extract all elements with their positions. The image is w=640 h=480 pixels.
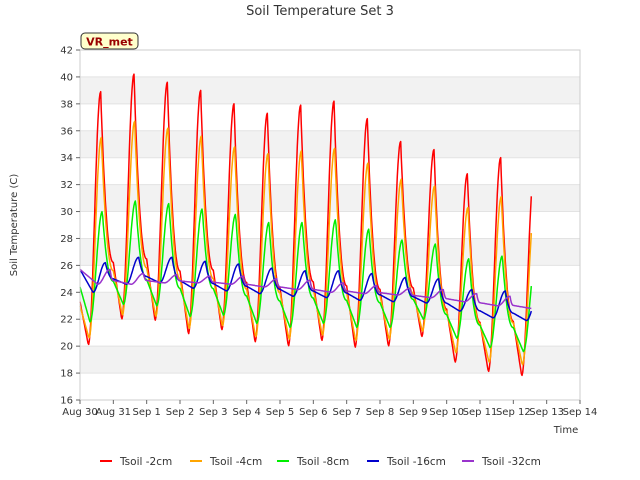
x-tick-label: Aug 30 (62, 407, 97, 418)
legend-label: Tsoil -2cm (119, 456, 172, 468)
legend: Tsoil -2cm Tsoil -4cm Tsoil -8cm Tsoil -16c… (100, 456, 541, 468)
chart-title: Soil Temperature Set 3 (246, 4, 394, 19)
x-tick-label: Sep 5 (266, 407, 294, 418)
y-tick-label: 34 (60, 153, 73, 164)
x-tick-label: Aug 31 (96, 407, 131, 418)
x-tick-label: Sep 12 (496, 407, 531, 418)
y-tick-label: 22 (60, 315, 73, 326)
x-tick-label: Sep 8 (366, 407, 394, 418)
legend-item: Tsoil -32cm (462, 456, 541, 468)
series-line-tsoil--4cm (79, 120, 533, 366)
y-tick-label: 16 (60, 396, 73, 407)
legend-label: Tsoil -8cm (296, 456, 349, 468)
y-tick-label: 38 (60, 99, 73, 110)
grid-band (80, 103, 580, 131)
site-label-box: VR_met (80, 32, 139, 50)
x-tick-label: Sep 7 (332, 407, 360, 418)
x-axis-title: Time (553, 425, 578, 436)
y-tick-label: 28 (60, 234, 73, 245)
grid-band (80, 76, 580, 104)
grid-band (80, 50, 580, 77)
legend-label: Tsoil -4cm (209, 456, 262, 468)
series-line-tsoil--16cm (79, 256, 533, 322)
x-tick-label: Sep 2 (166, 407, 194, 418)
series-line-tsoil--32cm (79, 268, 532, 310)
grid-band (80, 346, 580, 374)
grid-band (80, 319, 580, 347)
y-tick-label: 30 (60, 207, 73, 218)
legend-item: Tsoil -8cm (277, 456, 349, 468)
x-tick-label: Sep 10 (429, 407, 464, 418)
y-tick-label: 18 (60, 369, 73, 380)
legend-item: Tsoil -2cm (100, 456, 172, 468)
x-tick-label: Sep 3 (199, 407, 227, 418)
series-layer (79, 73, 533, 377)
grid-bands (80, 49, 580, 401)
x-tick-label: Sep 13 (529, 407, 564, 418)
x-tick-label: Sep 9 (399, 407, 427, 418)
x-tick-label: Sep 6 (299, 407, 327, 418)
legend-label: Tsoil -32cm (481, 456, 541, 468)
x-tick-label: Sep 4 (232, 407, 260, 418)
y-tick-label: 20 (60, 342, 73, 353)
y-tick-label: 40 (60, 72, 73, 83)
plot-frame (79, 49, 581, 401)
series-line-tsoil--8cm (79, 200, 533, 353)
y-axis: 16 18 20 22 24 26 28 30 32 34 36 38 40 42 (60, 46, 80, 407)
y-tick-label: 24 (60, 288, 73, 299)
legend-label: Tsoil -16cm (386, 456, 446, 468)
site-label-background (80, 32, 139, 50)
site-label: VR_met (86, 36, 133, 49)
grid-band (80, 373, 580, 400)
x-tick-label: Sep 1 (132, 407, 160, 418)
y-tick-label: 42 (60, 46, 73, 57)
y-tick-label: 36 (60, 126, 73, 137)
y-tick-label: 26 (60, 261, 73, 272)
x-tick-label: Sep 14 (563, 407, 598, 418)
x-tick-label: Sep 11 (463, 407, 498, 418)
y-tick-label: 32 (60, 180, 73, 191)
legend-item: Tsoil -16cm (367, 456, 446, 468)
series-line-tsoil--2cm (79, 73, 533, 377)
legend-item: Tsoil -4cm (190, 456, 262, 468)
y-axis-title: Soil Temperature (C) (9, 174, 20, 277)
